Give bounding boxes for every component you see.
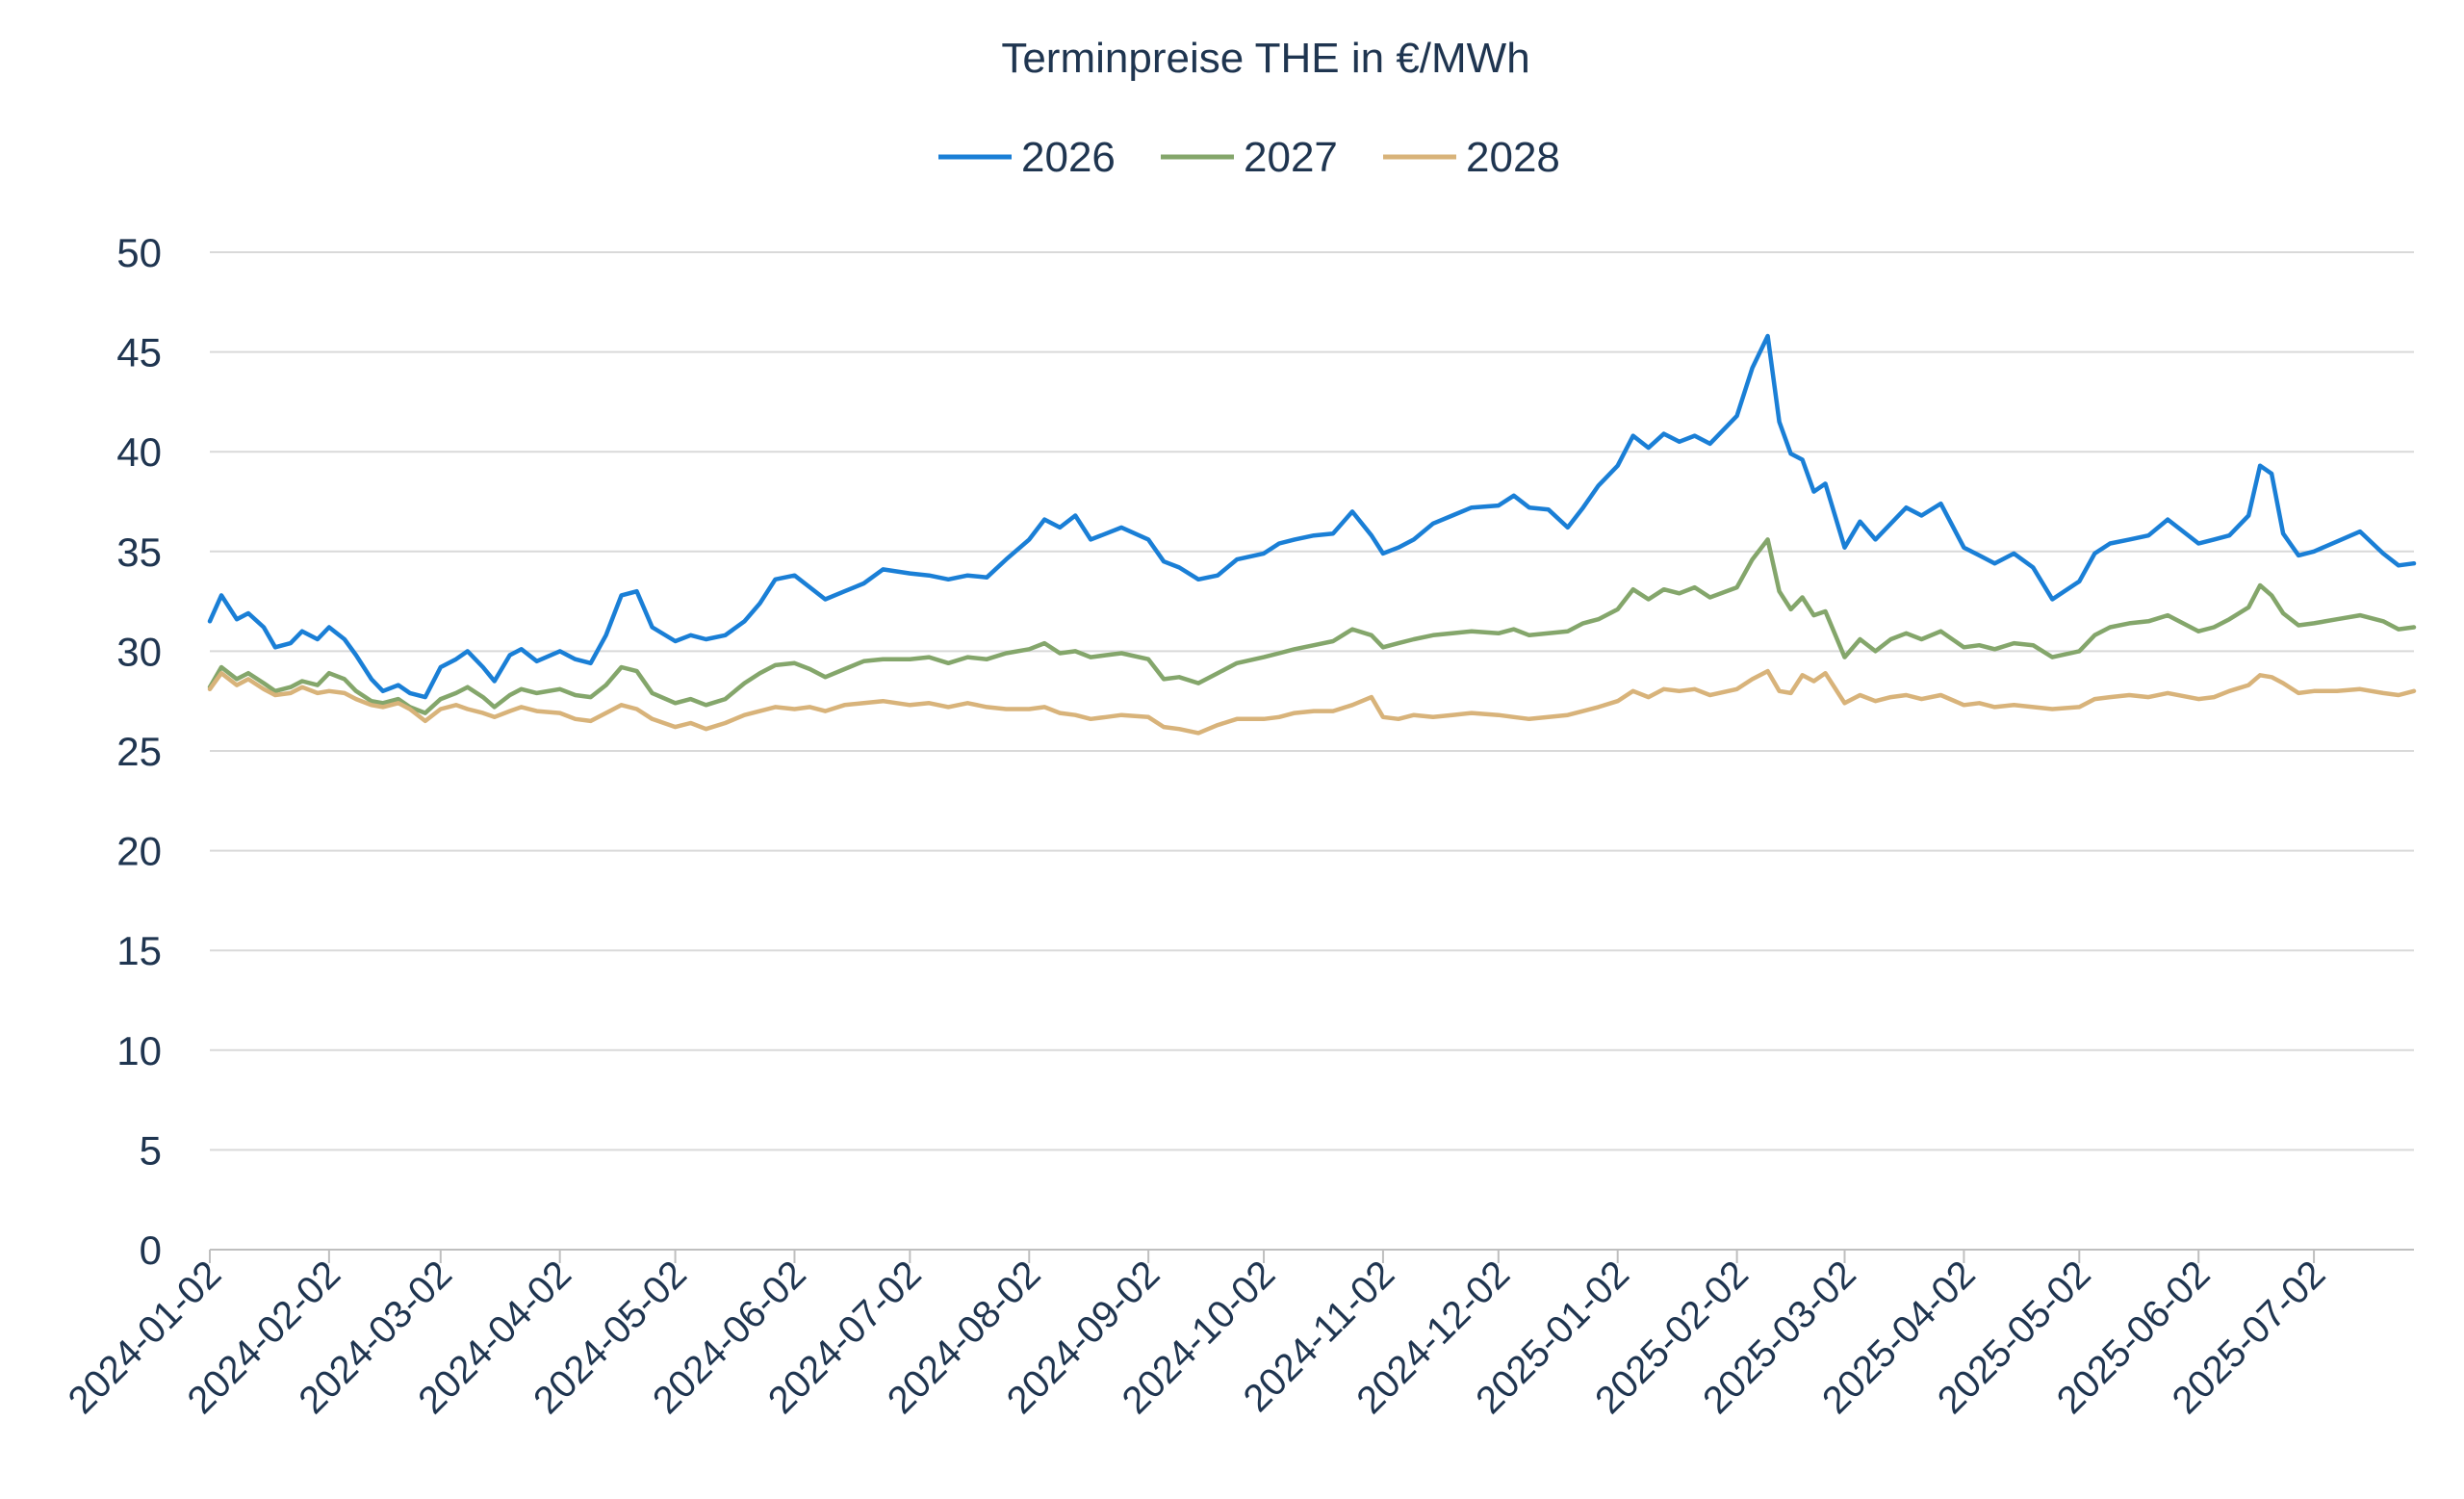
y-tick-label: 30 <box>116 629 162 674</box>
y-axis: 0 5 10 15 20 25 30 35 40 45 50 <box>116 230 162 1273</box>
grid-lines <box>210 251 2414 1251</box>
chart-title: Terminpreise THE in €/MWh <box>1001 35 1529 82</box>
y-tick-label: 45 <box>116 330 162 375</box>
legend-label-2028: 2028 <box>1466 134 1560 181</box>
y-tick-label: 10 <box>116 1028 162 1073</box>
y-tick-label: 0 <box>140 1228 162 1273</box>
legend-label-2027: 2027 <box>1244 134 1338 181</box>
y-tick-label: 15 <box>116 928 162 973</box>
chart-legend: 2026 2027 2028 <box>938 134 1560 181</box>
y-tick-label: 5 <box>140 1127 162 1173</box>
y-tick-label: 20 <box>116 829 162 874</box>
y-tick-label: 25 <box>116 729 162 774</box>
series-lines <box>207 333 2417 736</box>
x-axis: 2024-01-022024-02-022024-03-022024-04-02… <box>61 1249 2414 1422</box>
series-line-2028 <box>207 668 2417 736</box>
series-line-2026 <box>207 333 2417 700</box>
legend-label-2026: 2026 <box>1021 134 1116 181</box>
y-tick-label: 40 <box>116 429 162 475</box>
y-tick-label: 35 <box>116 530 162 575</box>
series-line-2027 <box>207 537 2417 715</box>
y-tick-label: 50 <box>116 230 162 275</box>
